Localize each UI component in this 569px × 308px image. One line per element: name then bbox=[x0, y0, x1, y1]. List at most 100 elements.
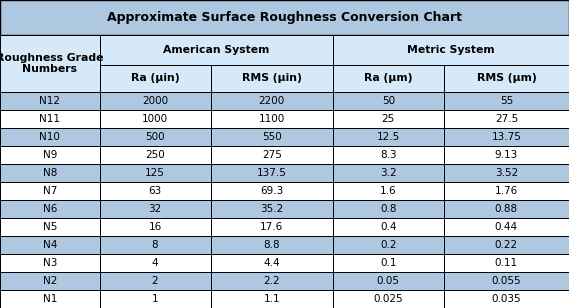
Text: 55: 55 bbox=[500, 96, 513, 106]
Bar bbox=[0, 182, 100, 200]
Text: RMS (μin): RMS (μin) bbox=[242, 73, 302, 83]
Bar bbox=[444, 164, 569, 182]
Bar bbox=[333, 164, 444, 182]
Text: 35.2: 35.2 bbox=[260, 204, 283, 214]
Text: 0.44: 0.44 bbox=[495, 222, 518, 232]
Bar bbox=[333, 35, 569, 65]
Bar bbox=[444, 218, 569, 236]
Bar bbox=[333, 236, 444, 254]
Bar bbox=[100, 92, 211, 110]
Bar bbox=[0, 254, 100, 272]
Text: 2000: 2000 bbox=[142, 96, 168, 106]
Bar bbox=[444, 254, 569, 272]
Text: 9.13: 9.13 bbox=[495, 150, 518, 160]
Text: 1: 1 bbox=[152, 294, 158, 304]
Text: Ra (μin): Ra (μin) bbox=[131, 73, 179, 83]
Text: 13.75: 13.75 bbox=[492, 132, 521, 142]
Text: 32: 32 bbox=[149, 204, 162, 214]
Text: N1: N1 bbox=[43, 294, 57, 304]
Bar bbox=[333, 200, 444, 218]
Text: American System: American System bbox=[163, 45, 269, 55]
Bar bbox=[211, 65, 333, 92]
Text: 0.1: 0.1 bbox=[380, 258, 397, 268]
Bar bbox=[0, 164, 100, 182]
Text: 2200: 2200 bbox=[258, 96, 285, 106]
Text: 0.8: 0.8 bbox=[380, 204, 397, 214]
Bar bbox=[0, 0, 569, 35]
Text: 27.5: 27.5 bbox=[495, 114, 518, 124]
Text: N7: N7 bbox=[43, 186, 57, 196]
Text: 0.2: 0.2 bbox=[380, 240, 397, 250]
Bar bbox=[0, 200, 100, 218]
Text: N2: N2 bbox=[43, 276, 57, 286]
Text: 50: 50 bbox=[382, 96, 395, 106]
Bar bbox=[0, 35, 100, 92]
Bar bbox=[211, 110, 333, 128]
Bar bbox=[333, 65, 444, 92]
Bar bbox=[100, 164, 211, 182]
Bar bbox=[444, 290, 569, 308]
Text: 4: 4 bbox=[152, 258, 158, 268]
Bar bbox=[100, 65, 211, 92]
Text: 69.3: 69.3 bbox=[260, 186, 283, 196]
Bar bbox=[100, 110, 211, 128]
Text: 0.4: 0.4 bbox=[380, 222, 397, 232]
Text: Metric System: Metric System bbox=[407, 45, 494, 55]
Text: Ra (μm): Ra (μm) bbox=[364, 73, 413, 83]
Bar bbox=[333, 110, 444, 128]
Bar bbox=[211, 272, 333, 290]
Bar bbox=[0, 128, 100, 146]
Bar bbox=[0, 290, 100, 308]
Bar bbox=[0, 110, 100, 128]
Bar bbox=[444, 128, 569, 146]
Bar bbox=[100, 236, 211, 254]
Bar bbox=[211, 236, 333, 254]
Text: Approximate Surface Roughness Conversion Chart: Approximate Surface Roughness Conversion… bbox=[107, 11, 462, 24]
Text: 1000: 1000 bbox=[142, 114, 168, 124]
Bar bbox=[211, 164, 333, 182]
Bar bbox=[333, 128, 444, 146]
Text: 550: 550 bbox=[262, 132, 282, 142]
Text: 125: 125 bbox=[145, 168, 165, 178]
Text: 8.3: 8.3 bbox=[380, 150, 397, 160]
Bar bbox=[211, 182, 333, 200]
Bar bbox=[211, 200, 333, 218]
Text: 3.2: 3.2 bbox=[380, 168, 397, 178]
Text: 25: 25 bbox=[382, 114, 395, 124]
Text: N11: N11 bbox=[39, 114, 60, 124]
Bar bbox=[444, 236, 569, 254]
Text: RMS (μm): RMS (μm) bbox=[476, 73, 537, 83]
Bar bbox=[333, 146, 444, 164]
Bar bbox=[444, 146, 569, 164]
Bar bbox=[100, 128, 211, 146]
Text: 8: 8 bbox=[152, 240, 158, 250]
Text: 275: 275 bbox=[262, 150, 282, 160]
Text: 63: 63 bbox=[149, 186, 162, 196]
Text: 0.05: 0.05 bbox=[377, 276, 400, 286]
Bar bbox=[333, 254, 444, 272]
Bar bbox=[211, 92, 333, 110]
Bar bbox=[333, 92, 444, 110]
Bar bbox=[211, 254, 333, 272]
Text: 3.52: 3.52 bbox=[495, 168, 518, 178]
Text: 4.4: 4.4 bbox=[263, 258, 280, 268]
Text: 1100: 1100 bbox=[258, 114, 285, 124]
Bar bbox=[100, 218, 211, 236]
Text: N12: N12 bbox=[39, 96, 60, 106]
Bar bbox=[444, 200, 569, 218]
Bar bbox=[333, 290, 444, 308]
Bar bbox=[100, 254, 211, 272]
Text: N6: N6 bbox=[43, 204, 57, 214]
Bar bbox=[0, 92, 100, 110]
Text: N4: N4 bbox=[43, 240, 57, 250]
Text: 0.055: 0.055 bbox=[492, 276, 521, 286]
Text: 1.6: 1.6 bbox=[380, 186, 397, 196]
Text: 2: 2 bbox=[152, 276, 158, 286]
Text: N3: N3 bbox=[43, 258, 57, 268]
Bar bbox=[100, 146, 211, 164]
Text: 0.22: 0.22 bbox=[495, 240, 518, 250]
Text: Roughness Grade
Numbers: Roughness Grade Numbers bbox=[0, 53, 104, 75]
Bar bbox=[444, 65, 569, 92]
Bar bbox=[100, 272, 211, 290]
Text: 1.1: 1.1 bbox=[263, 294, 280, 304]
